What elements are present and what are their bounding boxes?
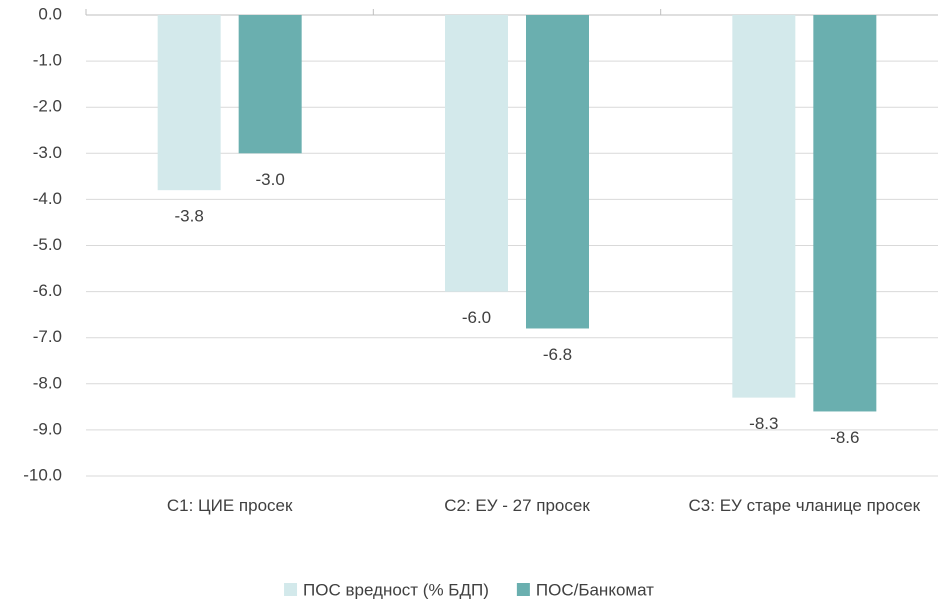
data-label: -3.0 <box>256 170 285 189</box>
bar <box>445 15 508 292</box>
bar <box>526 15 589 329</box>
y-tick-label: -6.0 <box>33 281 62 300</box>
x-tick-label-box: C2: ЕУ - 27 просек <box>444 496 590 515</box>
data-label: -6.0 <box>462 308 491 327</box>
data-label: -3.8 <box>175 207 204 226</box>
y-tick-label: -10.0 <box>23 465 62 484</box>
y-tick-label: -2.0 <box>33 97 62 116</box>
legend-label: ПОС вредност (% БДП) <box>303 580 489 599</box>
y-tick-label: -5.0 <box>33 235 62 254</box>
bar <box>813 15 877 412</box>
legend-swatch <box>284 583 298 596</box>
bar <box>238 15 302 154</box>
x-tick-label: C1: ЦИЕ просек <box>166 496 293 515</box>
data-label: -6.8 <box>543 345 572 364</box>
y-tick-label: -8.0 <box>33 373 62 392</box>
legend-swatch <box>516 583 530 596</box>
legend-label: ПОС/Банкомат <box>536 580 654 599</box>
y-tick-label: -7.0 <box>33 327 62 346</box>
x-tick-label-box: C3: ЕУ старе чланице просек <box>688 496 921 515</box>
y-tick-label: -9.0 <box>33 419 62 438</box>
legend: ПОС вредност (% БДП) ПОС/Банкомат <box>284 580 654 599</box>
y-tick-label: 0.0 <box>38 4 62 23</box>
y-tick-label: -1.0 <box>33 51 62 70</box>
data-label: -8.6 <box>830 428 859 447</box>
bar <box>732 15 796 398</box>
x-tick-label-box: C1: ЦИЕ просек <box>166 496 293 515</box>
y-tick-label: -4.0 <box>33 189 62 208</box>
y-tick-label: -3.0 <box>33 143 62 162</box>
data-label: -8.3 <box>749 414 778 433</box>
bar <box>157 15 221 191</box>
x-tick-label: C2: ЕУ - 27 просек <box>444 496 590 515</box>
x-tick-label: C3: ЕУ старе чланице просек <box>688 496 921 515</box>
